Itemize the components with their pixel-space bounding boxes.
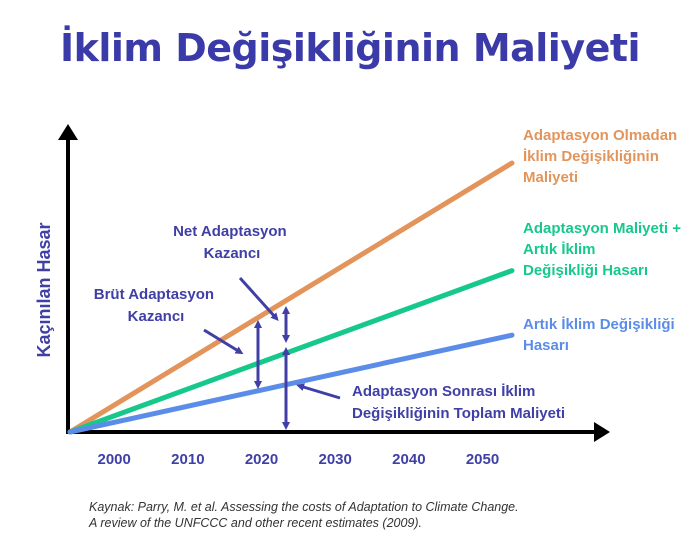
chart-title: İklim Değişikliğinin Maliyeti (59, 26, 641, 70)
gross-gain-leader-arrow (203, 328, 244, 355)
x-tick-label-2020: 2020 (245, 451, 278, 468)
annotation-total-cost-line1: Adaptasyon Sonrası İklim (352, 383, 535, 400)
series-label-2-line-1: Adaptasyon Maliyeti + (523, 220, 681, 237)
annotation-net-gain: Net Adaptasyon Kazancı (173, 223, 291, 262)
annotation-gross-gain-line1: Brüt Adaptasyon (94, 286, 214, 303)
annotation-arrows (203, 276, 341, 430)
series-label-1-line-1: Adaptasyon Olmadan (523, 127, 677, 144)
x-tick-label-2010: 2010 (171, 451, 204, 468)
series-line-2 (67, 268, 515, 435)
source-line-1: Kaynak: Parry, M. et al. Assessing the c… (89, 500, 519, 514)
x-tick-label-2000: 2000 (98, 451, 131, 468)
series-label-1: Adaptasyon Olmadan İklim Değişikliğinin Ma… (523, 127, 677, 186)
annotation-gross-gain-line2: Kazancı (128, 308, 185, 325)
y-axis-arrow (58, 124, 78, 140)
series-label-2-line-2: Artık İklim (523, 241, 596, 258)
annotation-net-gain-line1: Net Adaptasyon (173, 223, 287, 240)
series-label-1-line-3: Maliyeti (523, 169, 578, 186)
net-gain-leader-arrow (238, 276, 279, 321)
x-axis-arrow (594, 422, 610, 442)
series-label-3-line-1: Artık İklim Değişikliği (523, 316, 675, 333)
annotation-total-cost-line2: Değişikliğinin Toplam Maliyeti (352, 405, 565, 422)
source-note: Kaynak: Parry, M. et al. Assessing the c… (89, 499, 689, 531)
source-line-2: A review of the UNFCCC and other recent … (89, 516, 423, 530)
series-label-1-line-2: İklim Değişikliğinin (523, 148, 659, 165)
series-line-1 (67, 160, 515, 435)
annotation-net-gain-line2: Kazancı (204, 245, 261, 262)
y-axis-label: Kaçınılan Hasar (34, 222, 54, 357)
x-tick-label-2040: 2040 (392, 451, 425, 468)
series-line-3 (67, 332, 515, 435)
annotation-gross-gain: Brüt Adaptasyon Kazancı (94, 286, 218, 325)
x-tick-labels: 2000 2010 2020 2030 2040 2050 (98, 451, 500, 468)
series-layer (67, 160, 515, 435)
series-labels: Adaptasyon Olmadan İklim Değişikliğinin Ma… (523, 127, 681, 354)
series-label-3-line-2: Hasarı (523, 337, 569, 354)
total-cost-leader-arrow (296, 383, 341, 400)
series-label-3: Artık İklim Değişikliği Hasarı (523, 316, 675, 354)
x-tick-label-2050: 2050 (466, 451, 499, 468)
x-tick-label-2030: 2030 (319, 451, 352, 468)
series-label-2-line-3: Değişikliği Hasarı (523, 262, 648, 279)
series-label-2: Adaptasyon Maliyeti + Artık İklim Değişikl… (523, 220, 681, 279)
annotation-total-cost: Adaptasyon Sonrası İklim Değişikliğinin … (352, 383, 565, 422)
